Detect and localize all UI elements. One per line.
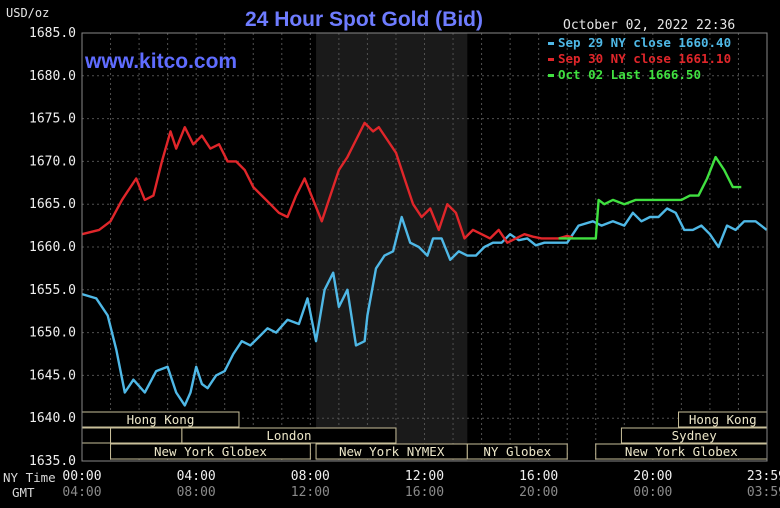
x-tick-ny: 20:00 bbox=[633, 469, 672, 484]
ny-time-label: NY Time bbox=[3, 470, 56, 485]
session-label: Hong Kong bbox=[127, 412, 195, 427]
x-tick-gmt: 00:00 bbox=[633, 485, 672, 500]
legend-item: Oct 02 Last 1666.50 bbox=[558, 67, 701, 82]
gmt-label: GMT bbox=[12, 485, 35, 500]
y-tick-label: 1640.0 bbox=[29, 411, 76, 426]
grid-lines bbox=[82, 32, 767, 462]
y-tick-label: 1675.0 bbox=[29, 112, 76, 127]
x-tick-gmt: 04:00 bbox=[62, 485, 101, 500]
x-tick-gmt: 08:00 bbox=[177, 485, 216, 500]
session-box bbox=[81, 427, 112, 444]
session-box bbox=[181, 427, 397, 444]
x-tick-ny: 04:00 bbox=[177, 469, 216, 484]
session-label: Hong Kong bbox=[689, 412, 757, 427]
y-tick-label: 1660.0 bbox=[29, 240, 76, 255]
x-tick-ny: 08:00 bbox=[291, 469, 330, 484]
legend-swatch bbox=[548, 74, 554, 77]
x-tick-ny: 00:00 bbox=[62, 469, 101, 484]
series-line bbox=[558, 155, 742, 240]
session-label: New York Globex bbox=[625, 444, 738, 459]
x-tick-gmt: 16:00 bbox=[405, 485, 444, 500]
x-axis: 00:0004:0008:0012:0016:0020:0023:5904:00… bbox=[62, 469, 780, 500]
session-label: NY Globex bbox=[483, 444, 551, 459]
y-axis: 1685.0 1680.0 1675.0 1670.0 1665.0 1660.0 1655… bbox=[29, 26, 76, 469]
price-series bbox=[81, 121, 768, 407]
y-tick-label: 1635.0 bbox=[29, 454, 76, 469]
timestamp: October 02, 2022 22:36 bbox=[563, 18, 735, 33]
y-tick-label: 1645.0 bbox=[29, 368, 76, 383]
x-tick-gmt: 12:00 bbox=[291, 485, 330, 500]
plot-frame bbox=[81, 32, 768, 462]
legend-item: Sep 29 NY close 1660.40 bbox=[558, 35, 731, 50]
watermark-url: www.kitco.com bbox=[84, 50, 237, 73]
session-box bbox=[466, 443, 568, 460]
series-line bbox=[81, 207, 768, 407]
session-box bbox=[110, 427, 183, 444]
series-line bbox=[81, 121, 574, 244]
x-tick-ny: 12:00 bbox=[405, 469, 444, 484]
chart-title: 24 Hour Spot Gold (Bid) bbox=[245, 8, 483, 31]
y-unit-label: USD/oz bbox=[6, 6, 49, 20]
session-label: New York NYMEX bbox=[339, 444, 445, 459]
y-tick-label: 1685.0 bbox=[29, 26, 76, 41]
session-label: Sydney bbox=[672, 428, 718, 443]
session-box bbox=[110, 443, 311, 460]
x-tick-gmt: 20:00 bbox=[519, 485, 558, 500]
legend-swatch bbox=[548, 58, 554, 61]
session-label: London bbox=[266, 428, 311, 443]
legend-swatch bbox=[548, 42, 554, 45]
session-label: New York Globex bbox=[154, 444, 267, 459]
y-tick-label: 1650.0 bbox=[29, 326, 76, 341]
y-tick-label: 1670.0 bbox=[29, 154, 76, 169]
x-tick-ny: 23:59 bbox=[747, 469, 780, 484]
y-tick-label: 1655.0 bbox=[29, 283, 76, 298]
x-tick-gmt: 03:59 bbox=[747, 485, 780, 500]
legend-item: Sep 30 NY close 1661.10 bbox=[558, 51, 731, 66]
y-tick-label: 1680.0 bbox=[29, 69, 76, 84]
x-tick-ny: 16:00 bbox=[519, 469, 558, 484]
y-tick-label: 1665.0 bbox=[29, 197, 76, 212]
